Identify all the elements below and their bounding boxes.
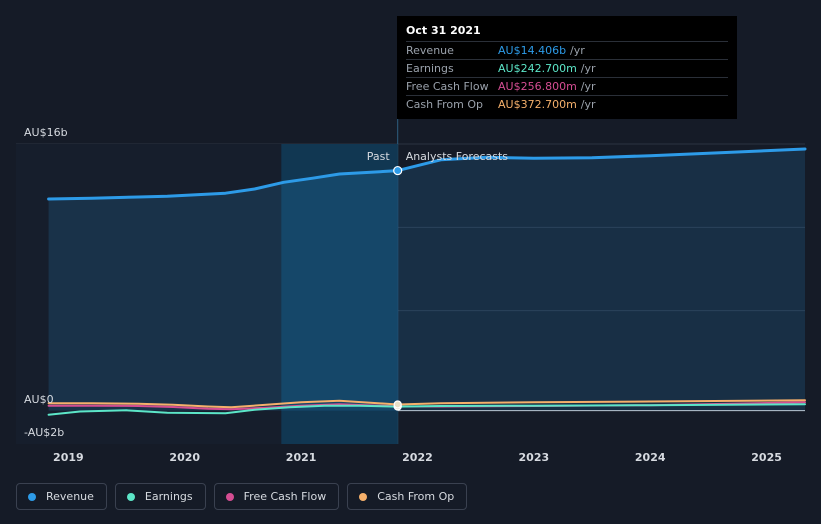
x-tick-label: 2019 (53, 451, 84, 464)
x-tick-label: 2022 (402, 451, 433, 464)
y-axis-label-top: AU$16b (24, 126, 68, 139)
chart-areas (16, 144, 806, 444)
legend-item-revenue[interactable]: Revenue (16, 483, 107, 510)
legend-label: Revenue (46, 490, 94, 503)
x-tick-label: 2025 (751, 451, 782, 464)
tooltip-value: AU$14.406b (498, 44, 567, 57)
legend-dot-icon (359, 492, 368, 501)
legend-label: Free Cash Flow (243, 490, 327, 503)
legend-item-earnings[interactable]: Earnings (114, 483, 206, 510)
x-tick-label: 2021 (286, 451, 317, 464)
series-line-earnings (47, 403, 806, 416)
point-marker (393, 400, 402, 409)
tooltip-row-cash-from-op: Cash From Op AU$372.700m /yr (406, 95, 728, 113)
tooltip-label: Free Cash Flow (406, 80, 489, 93)
revenue-area (48, 149, 806, 411)
highlight-band (281, 144, 398, 444)
legend-item-cash-from-op[interactable]: Cash From Op (347, 483, 468, 510)
legend-label: Cash From Op (377, 490, 455, 503)
tooltip-value: AU$242.700m (498, 62, 577, 75)
tooltip-row-earnings: Earnings AU$242.700m /yr (406, 59, 728, 77)
legend: Revenue Earnings Free Cash Flow Cash Fro… (16, 483, 468, 510)
series-line-cash-from-op (47, 399, 806, 409)
series-line-revenue (47, 147, 807, 201)
x-tick-label: 2024 (635, 451, 666, 464)
tooltip-row-free-cash-flow: Free Cash Flow AU$256.800m /yr (406, 77, 728, 95)
past-label: Past (367, 150, 391, 163)
point-marker (393, 165, 403, 176)
tooltip-row-revenue: Revenue AU$14.406b /yr (406, 41, 728, 59)
forecast-label: Analysts Forecasts (406, 150, 509, 163)
tooltip-value: AU$372.700m (498, 98, 577, 111)
tooltip-unit: /yr (580, 98, 596, 111)
legend-dot-icon (126, 492, 135, 501)
tooltip-value: AU$256.800m (498, 80, 577, 93)
legend-dot-icon (28, 492, 36, 501)
legend-dot-icon (225, 492, 234, 501)
tooltip-unit: /yr (570, 44, 585, 57)
tooltip-unit: /yr (580, 80, 596, 93)
tooltip-unit: /yr (580, 62, 596, 75)
tooltip-date: Oct 31 2021 (406, 24, 481, 37)
tooltip-label: Revenue (406, 44, 454, 57)
x-tick-label: 2020 (169, 451, 200, 464)
tooltip: Oct 31 2021 Revenue AU$14.406b /yr Earni… (397, 16, 737, 119)
x-tick-label: 2023 (519, 451, 550, 464)
legend-label: Earnings (144, 490, 193, 503)
y-axis-label-bottom: -AU$2b (24, 426, 64, 439)
tooltip-label: Cash From Op (406, 98, 484, 111)
axis-labels: AU$16b AU$0 -AU$2b Past Analysts Forecasts 20… (24, 126, 782, 464)
legend-item-free-cash-flow[interactable]: Free Cash Flow (213, 483, 340, 510)
y-axis-label-zero: AU$0 (24, 393, 54, 406)
tooltip-label: Earnings (406, 62, 454, 75)
series-lines (47, 147, 807, 416)
